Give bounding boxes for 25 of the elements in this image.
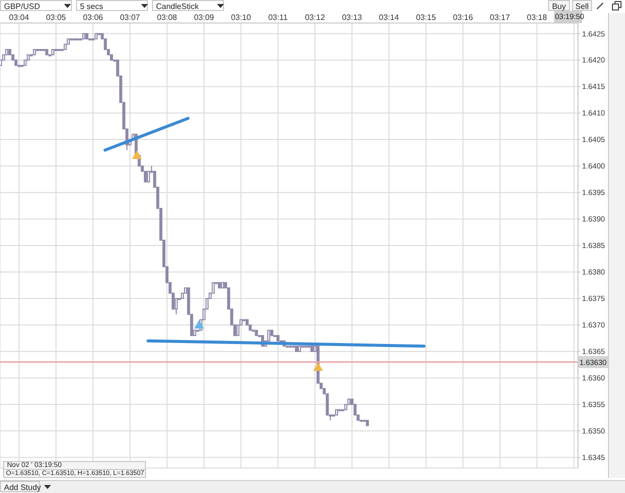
- x-tick-label: 03:06: [82, 13, 104, 22]
- x-tick-label: 03:14: [378, 13, 400, 22]
- x-tick-label: 03:08: [156, 13, 178, 22]
- x-tick-label: 03:17: [490, 13, 510, 22]
- x-tick-label: 03:18: [526, 13, 548, 22]
- x-tick-label: 03:10: [230, 13, 252, 22]
- x-tick-label: 03:16: [452, 13, 474, 22]
- x-tick-label: 03:12: [304, 13, 326, 22]
- x-tick-label: 03:09: [194, 13, 215, 22]
- text: Buy: [548, 0, 570, 11]
- x-tick-label: 03:13: [342, 13, 363, 22]
- text: CandleStick: [152, 0, 224, 11]
- x-tick-label: 03:15: [416, 13, 437, 22]
- text: Sell: [572, 0, 592, 11]
- x-tick-label: 03:05: [46, 13, 67, 22]
- candlestick: [146, 170, 150, 182]
- point: [194, 320, 204, 328]
- point: [132, 150, 142, 159]
- text: 5 secs: [76, 0, 148, 11]
- chart-title: GBP/USD: [0, 0, 72, 11]
- text: Add Study: [0, 481, 41, 492]
- x-tick-label: 03:11: [268, 13, 288, 22]
- point: [314, 362, 323, 371]
- x-tick-label: 03:04: [9, 13, 30, 22]
- x-tick-label: 03:07: [120, 13, 141, 22]
